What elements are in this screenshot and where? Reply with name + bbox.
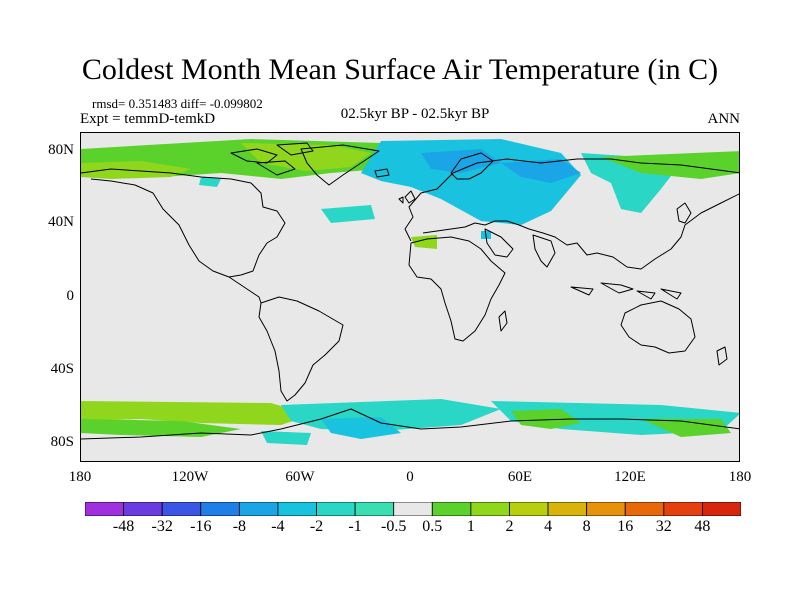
lon-tick-label: 180 (728, 469, 752, 485)
anomaly-teal-atlantic (321, 205, 375, 223)
colorbar-tick-label: -4 (271, 518, 285, 535)
coast-arabia (484, 228, 514, 258)
colorbar-box (316, 502, 356, 516)
lat-tick-label: 40N (48, 214, 74, 230)
anomaly-green-southern-ocean (511, 409, 581, 429)
lon-tick-label: 60W (285, 469, 315, 485)
colorbar-tick-label: 1 (466, 518, 475, 535)
colorbar-tick-label: -1 (348, 518, 362, 535)
colorbar-box (624, 502, 665, 516)
lon-tick-label: 120E (614, 469, 646, 485)
map-panel (80, 132, 740, 462)
lat-tick-label: 0 (66, 288, 75, 304)
anomaly-green-antarctic-east (641, 419, 731, 437)
colorbar (85, 502, 741, 516)
colorbar-tick-label: -48 (112, 518, 135, 535)
colorbar-box (200, 502, 240, 516)
coast-central-america (228, 276, 262, 304)
colorbar-tick-label: 8 (582, 518, 591, 535)
coast-greenland (300, 144, 380, 186)
lon-tick-label: 180 (68, 469, 92, 485)
colorbar-tick-label: 16 (617, 518, 634, 535)
lat-tick-label: 40S (50, 361, 74, 377)
coast-scandinavia (450, 152, 494, 180)
coast-eurasia (404, 158, 739, 270)
coastlines (81, 142, 739, 440)
lon-tick-label: 0 (406, 469, 414, 485)
chart-title: Coldest Month Mean Surface Air Temperatu… (81, 53, 719, 86)
anomaly-green-ross (81, 419, 241, 437)
coast-madagascar (498, 310, 508, 332)
colorbar-tick-label: -0.5 (381, 518, 407, 535)
coast-antarctica (81, 408, 739, 440)
anomaly-yellowgreen-south-pacific (81, 401, 311, 425)
lat-tick-label: 80N (48, 142, 74, 158)
colorbar-box (702, 502, 741, 516)
lon-tick-label: 120W (171, 469, 209, 485)
anomaly-blue-siberia (501, 159, 581, 183)
coast-australia (620, 300, 696, 354)
colorbar-box (277, 502, 317, 516)
stats-text: rmsd= 0.351483 diff= -0.099802 (92, 96, 263, 111)
coast-canadian-archipelago (230, 142, 314, 176)
colorbar-box (85, 502, 124, 516)
colorbar-tick-label: -2 (309, 518, 324, 535)
colorbar-tick-label: 4 (544, 518, 553, 535)
colorbar-tick-label: -16 (190, 518, 212, 535)
anomaly-fields-south (81, 399, 739, 445)
anomaly-blue-scandinavia (421, 149, 501, 173)
colorbar-tick-label: 32 (655, 518, 672, 535)
coast-north-america (81, 168, 286, 278)
anomaly-teal-canada (199, 177, 221, 187)
colorbar-tick-label: -32 (151, 518, 173, 535)
colorbar-box (586, 502, 626, 516)
colorbar-box (547, 502, 588, 516)
colorbar-box (161, 502, 202, 516)
anomaly-cyan-eurasia (361, 139, 581, 225)
colorbar-box (509, 502, 549, 516)
anomaly-yellowgreen-arctic (241, 143, 371, 171)
colorbar-box (238, 502, 279, 516)
colorbar-box (123, 502, 163, 516)
coast-iceland (374, 168, 390, 178)
anomaly-yellowgreen-alaska (81, 161, 191, 179)
colorbar-tick-label: 2 (505, 518, 514, 535)
colorbar-tick-label: 0.5 (422, 518, 443, 535)
colorbar-box (354, 502, 395, 516)
colorbar-tick-label: 48 (694, 518, 711, 535)
lat-tick-label: 80S (50, 434, 74, 450)
map-svg (81, 133, 739, 461)
coast-new-zealand (716, 346, 728, 366)
lon-tick-label: 60E (507, 469, 533, 485)
colorbar-box (393, 502, 433, 516)
coast-south-america (258, 296, 344, 402)
coast-indonesia (570, 282, 682, 300)
coast-africa (408, 236, 506, 342)
anomaly-teal-amundsen (261, 431, 311, 445)
experiment-label: Expt = temmD-temkD (80, 111, 216, 127)
anomaly-fields-north (81, 139, 739, 249)
colorbar-box (470, 502, 510, 516)
colorbar-tick-label: -8 (232, 518, 247, 535)
coast-japan (676, 202, 692, 224)
colorbar-box (431, 502, 472, 516)
season-label: ANN (707, 111, 741, 127)
coast-british-isles (398, 190, 416, 204)
coast-india (532, 234, 556, 268)
colorbar-box (663, 502, 703, 516)
anomaly-green-siberia-east (601, 151, 739, 179)
period-label: 02.5kyr BP - 02.5kyr BP (340, 106, 490, 122)
